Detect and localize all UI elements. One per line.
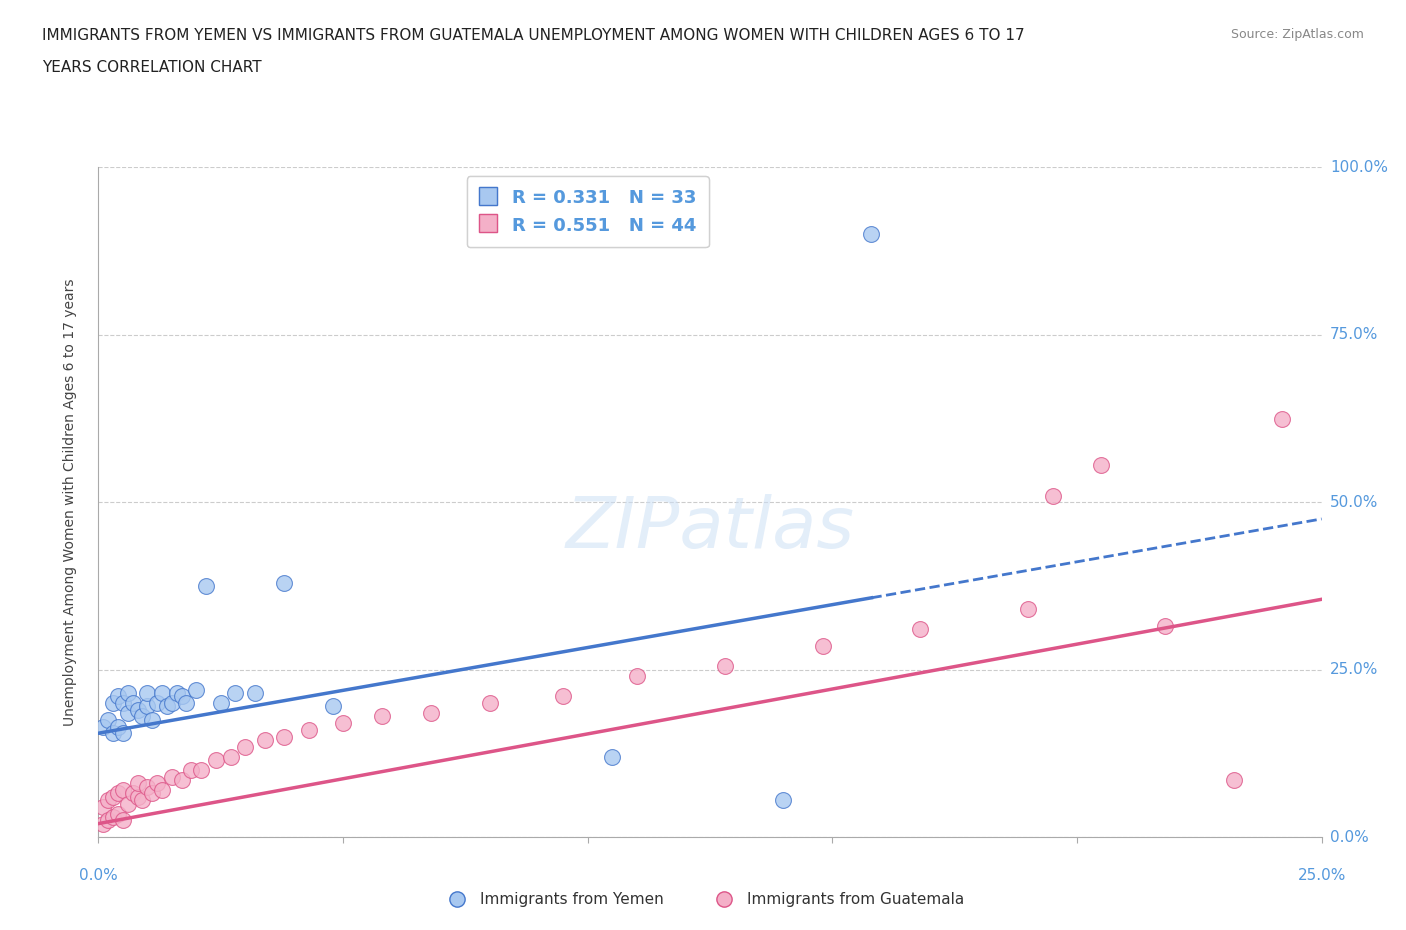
Point: [131, 709, 153, 724]
Point: [101, 790, 124, 804]
Point: [97, 792, 120, 807]
Point: [190, 763, 212, 777]
Point: [224, 685, 246, 700]
Point: [127, 776, 149, 790]
Point: [205, 752, 228, 767]
Legend: R = 0.331   N = 33, R = 0.551   N = 44: R = 0.331 N = 33, R = 0.551 N = 44: [467, 177, 709, 247]
Point: [111, 725, 134, 740]
Point: [150, 685, 173, 700]
Point: [176, 696, 198, 711]
Point: [121, 696, 143, 711]
Point: [180, 763, 202, 777]
Point: [111, 813, 134, 828]
Text: 0.0%: 0.0%: [79, 868, 118, 883]
Text: IMMIGRANTS FROM YEMEN VS IMMIGRANTS FROM GUATEMALA UNEMPLOYMENT AMONG WOMEN WITH: IMMIGRANTS FROM YEMEN VS IMMIGRANTS FROM…: [42, 28, 1025, 43]
Point: [553, 689, 575, 704]
Text: 75.0%: 75.0%: [1330, 327, 1378, 342]
Point: [97, 813, 120, 828]
Point: [156, 699, 179, 714]
Point: [170, 773, 193, 788]
Point: [626, 669, 648, 684]
Point: [101, 696, 124, 711]
Point: [136, 685, 159, 700]
Point: [910, 622, 932, 637]
Point: [273, 729, 295, 744]
Point: [243, 685, 266, 700]
Point: [136, 699, 159, 714]
Point: [860, 227, 883, 242]
Point: [97, 712, 120, 727]
Point: [101, 809, 124, 824]
Point: [117, 796, 139, 811]
Point: [1154, 618, 1177, 633]
Point: [600, 750, 623, 764]
Point: [146, 696, 169, 711]
Text: ZIPatlas: ZIPatlas: [565, 495, 855, 564]
Point: [713, 658, 735, 673]
Point: [91, 719, 114, 734]
Text: 25.0%: 25.0%: [1330, 662, 1378, 677]
Point: [1090, 458, 1112, 472]
Point: [186, 683, 208, 698]
Point: [195, 578, 218, 593]
Point: [322, 699, 344, 714]
Point: [1271, 411, 1294, 426]
Point: [253, 733, 276, 748]
Point: [117, 706, 139, 721]
Point: [107, 719, 129, 734]
Point: [141, 712, 163, 727]
Point: [233, 739, 256, 754]
Point: [332, 716, 354, 731]
Point: [1017, 602, 1039, 617]
Point: [1222, 773, 1244, 788]
Point: [160, 769, 183, 784]
Point: [1042, 488, 1064, 503]
Point: [121, 786, 143, 801]
Text: Source: ZipAtlas.com: Source: ZipAtlas.com: [1230, 28, 1364, 41]
Point: [91, 800, 114, 815]
Text: YEARS CORRELATION CHART: YEARS CORRELATION CHART: [42, 60, 262, 75]
Point: [772, 792, 794, 807]
Point: [420, 706, 443, 721]
Point: [111, 783, 134, 798]
Point: [91, 817, 114, 831]
Point: [111, 696, 134, 711]
Point: [141, 786, 163, 801]
Text: 50.0%: 50.0%: [1330, 495, 1378, 510]
Point: [136, 779, 159, 794]
Point: [107, 806, 129, 821]
Point: [371, 709, 394, 724]
Point: [166, 685, 188, 700]
Point: [127, 702, 149, 717]
Point: [209, 696, 232, 711]
Point: [298, 723, 321, 737]
Y-axis label: Unemployment Among Women with Children Ages 6 to 17 years: Unemployment Among Women with Children A…: [63, 278, 77, 726]
Point: [131, 792, 153, 807]
Point: [107, 786, 129, 801]
Point: [146, 776, 169, 790]
Point: [478, 696, 501, 711]
Point: [811, 639, 834, 654]
Legend: Immigrants from Yemen, Immigrants from Guatemala: Immigrants from Yemen, Immigrants from G…: [436, 886, 970, 913]
Text: 0.0%: 0.0%: [1330, 830, 1368, 844]
Text: 100.0%: 100.0%: [1330, 160, 1388, 175]
Point: [219, 750, 242, 764]
Point: [127, 790, 149, 804]
Point: [273, 575, 295, 590]
Point: [101, 725, 124, 740]
Point: [107, 689, 129, 704]
Text: 25.0%: 25.0%: [1298, 868, 1346, 883]
Point: [160, 696, 183, 711]
Point: [170, 689, 193, 704]
Point: [150, 783, 173, 798]
Point: [117, 685, 139, 700]
